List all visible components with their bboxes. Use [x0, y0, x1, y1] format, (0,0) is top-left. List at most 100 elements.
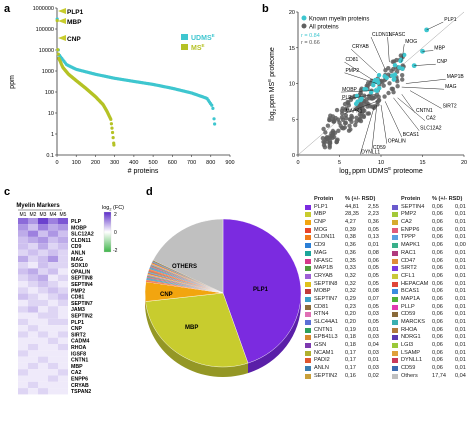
- d-table-pct: 44,81: [345, 203, 359, 210]
- c-cell: [28, 293, 38, 300]
- c-legend-fc: (FC): [111, 205, 124, 211]
- c-cell: [18, 388, 28, 395]
- a-legend-ms-sup: E: [202, 43, 205, 48]
- d-table-left-row: GSN 0,18 0,04: [305, 342, 390, 350]
- d-table-swatch: [305, 235, 311, 241]
- a-ytick-label: 10: [48, 111, 54, 117]
- c-legend-tick-2: 2: [114, 212, 117, 218]
- c-cell: [48, 369, 58, 376]
- c-cell: [18, 375, 28, 382]
- d-table-left-row: NCAM1 0,17 0,03: [305, 350, 390, 358]
- d-table-swatch: [305, 243, 311, 249]
- b-xtick-label: 20: [461, 160, 467, 166]
- c-cell: [48, 325, 58, 332]
- d-table-pct: 0,17: [345, 365, 356, 372]
- c-cell: [18, 350, 28, 357]
- c-cell: [58, 218, 68, 225]
- b-point-all: [327, 117, 332, 123]
- b-point-known: [376, 73, 382, 78]
- c-cell: [28, 274, 38, 281]
- d-table-rsd: 0,03: [368, 311, 379, 318]
- b-point-all: [354, 106, 359, 111]
- b-label-line: [401, 44, 405, 63]
- d-table-swatch: [305, 227, 311, 233]
- c-cell: [18, 268, 28, 275]
- c-cell: [48, 350, 58, 357]
- d-table-pct: 0,18: [345, 342, 356, 349]
- b-point-all: [334, 139, 339, 145]
- b-label-cntn1: CNTN1: [416, 108, 433, 114]
- c-cell: [18, 325, 28, 332]
- d-table-left-row: ANLN 0,17 0,03: [305, 365, 390, 373]
- d-table-rsd: 0,01: [455, 265, 466, 272]
- c-row-label-slc12a2: SLC12A2: [71, 232, 94, 238]
- c-row-label-cnp: CNP: [71, 326, 82, 332]
- d-table-swatch: [305, 250, 311, 256]
- b-label-bcas1: BCAS1: [403, 132, 420, 138]
- b-label-sirt2: SIRT2: [443, 104, 457, 110]
- d-table-pct: 0,06: [432, 211, 443, 218]
- b-point-all: [349, 95, 354, 100]
- d-table-right-row: SEPTIN4 0,06 0,01: [392, 204, 472, 212]
- panel-label-d: d: [146, 186, 153, 198]
- c-cell: [48, 312, 58, 319]
- d-table-rsd: 0,01: [455, 334, 466, 341]
- d-table-pct: 0,36: [345, 249, 356, 256]
- b-point-all: [325, 123, 331, 128]
- b-point-known: [397, 65, 402, 70]
- c-cell: [48, 274, 58, 281]
- panel-label-b: b: [262, 3, 269, 15]
- d-table-pct: 0,06: [432, 303, 443, 310]
- c-cell: [48, 287, 58, 294]
- c-cell: [28, 325, 38, 332]
- d-table-protein: CNTN1: [314, 326, 333, 333]
- b-point-all: [361, 113, 366, 119]
- b-point-all: [391, 66, 396, 72]
- d-table-rsd: 0,01: [455, 257, 466, 264]
- b-point-all: [340, 111, 345, 116]
- b-label-mag: MAG: [445, 84, 457, 90]
- d-table-right-row: CD59 0,06 0,01: [392, 365, 472, 373]
- d-table-protein: PADI2: [314, 357, 330, 364]
- d-table-rsd: 0,01: [455, 365, 466, 372]
- b-point-all: [358, 91, 363, 97]
- d-table-right-row: MAPK1 0,06 0,00: [392, 242, 472, 250]
- d-table-rsd: 0,01: [455, 249, 466, 256]
- d-table-pct: 0,16: [345, 372, 356, 379]
- b-point-known: [373, 88, 379, 93]
- b-point-all: [330, 114, 336, 119]
- d-table-protein: CLDN11: [314, 234, 336, 241]
- b-point-all: [335, 117, 341, 122]
- c-row-label-ca2: CA2: [71, 370, 81, 376]
- c-cell: [28, 299, 38, 307]
- c-row-label-opalin: OPALIN: [71, 269, 90, 275]
- d-table-right-row: NDRG1 0,06 0,01: [392, 334, 472, 342]
- b-label-plp1: PLP1: [444, 17, 456, 23]
- b-ytick-label: 20: [289, 10, 295, 16]
- d-table-swatch: [392, 273, 398, 279]
- d-table-pct: 0,06: [432, 203, 443, 210]
- c-cell: [18, 337, 28, 344]
- d-table-pct: 0,06: [432, 349, 443, 356]
- d-table-right-row: CA2 0,06 0,01: [392, 219, 472, 227]
- c-cell: [28, 356, 38, 363]
- d-table-left: Protein % (+/- RSD) PLP1 44,81 2,55 MBP 28,3…: [305, 196, 390, 381]
- b-point-known: [382, 74, 387, 79]
- d-table-rsd: 0,02: [368, 372, 379, 379]
- d-table-rsd: 0,07: [368, 295, 379, 302]
- d-table-protein: SEPTIN7: [314, 295, 338, 302]
- d-table-rsd: 0,05: [368, 319, 379, 325]
- a-point-ms: [110, 126, 114, 130]
- c-cell: [58, 375, 68, 382]
- d-table-swatch: [392, 327, 398, 333]
- d-table-right-row: PMP2 0,06 0,01: [392, 211, 472, 219]
- d-table-right-row: MAP1A 0,06 0,01: [392, 296, 472, 304]
- d-table-protein: CFL1: [401, 272, 415, 279]
- c-cell: [38, 337, 48, 344]
- b-ylabel-end: proteome: [269, 47, 276, 79]
- b-label-plp: PLP: [342, 95, 352, 101]
- d-table-pct: 0,29: [345, 295, 356, 302]
- a-ytick-label: 100000: [36, 27, 54, 33]
- d-table-swatch: [392, 312, 398, 318]
- c-cell: [48, 243, 58, 250]
